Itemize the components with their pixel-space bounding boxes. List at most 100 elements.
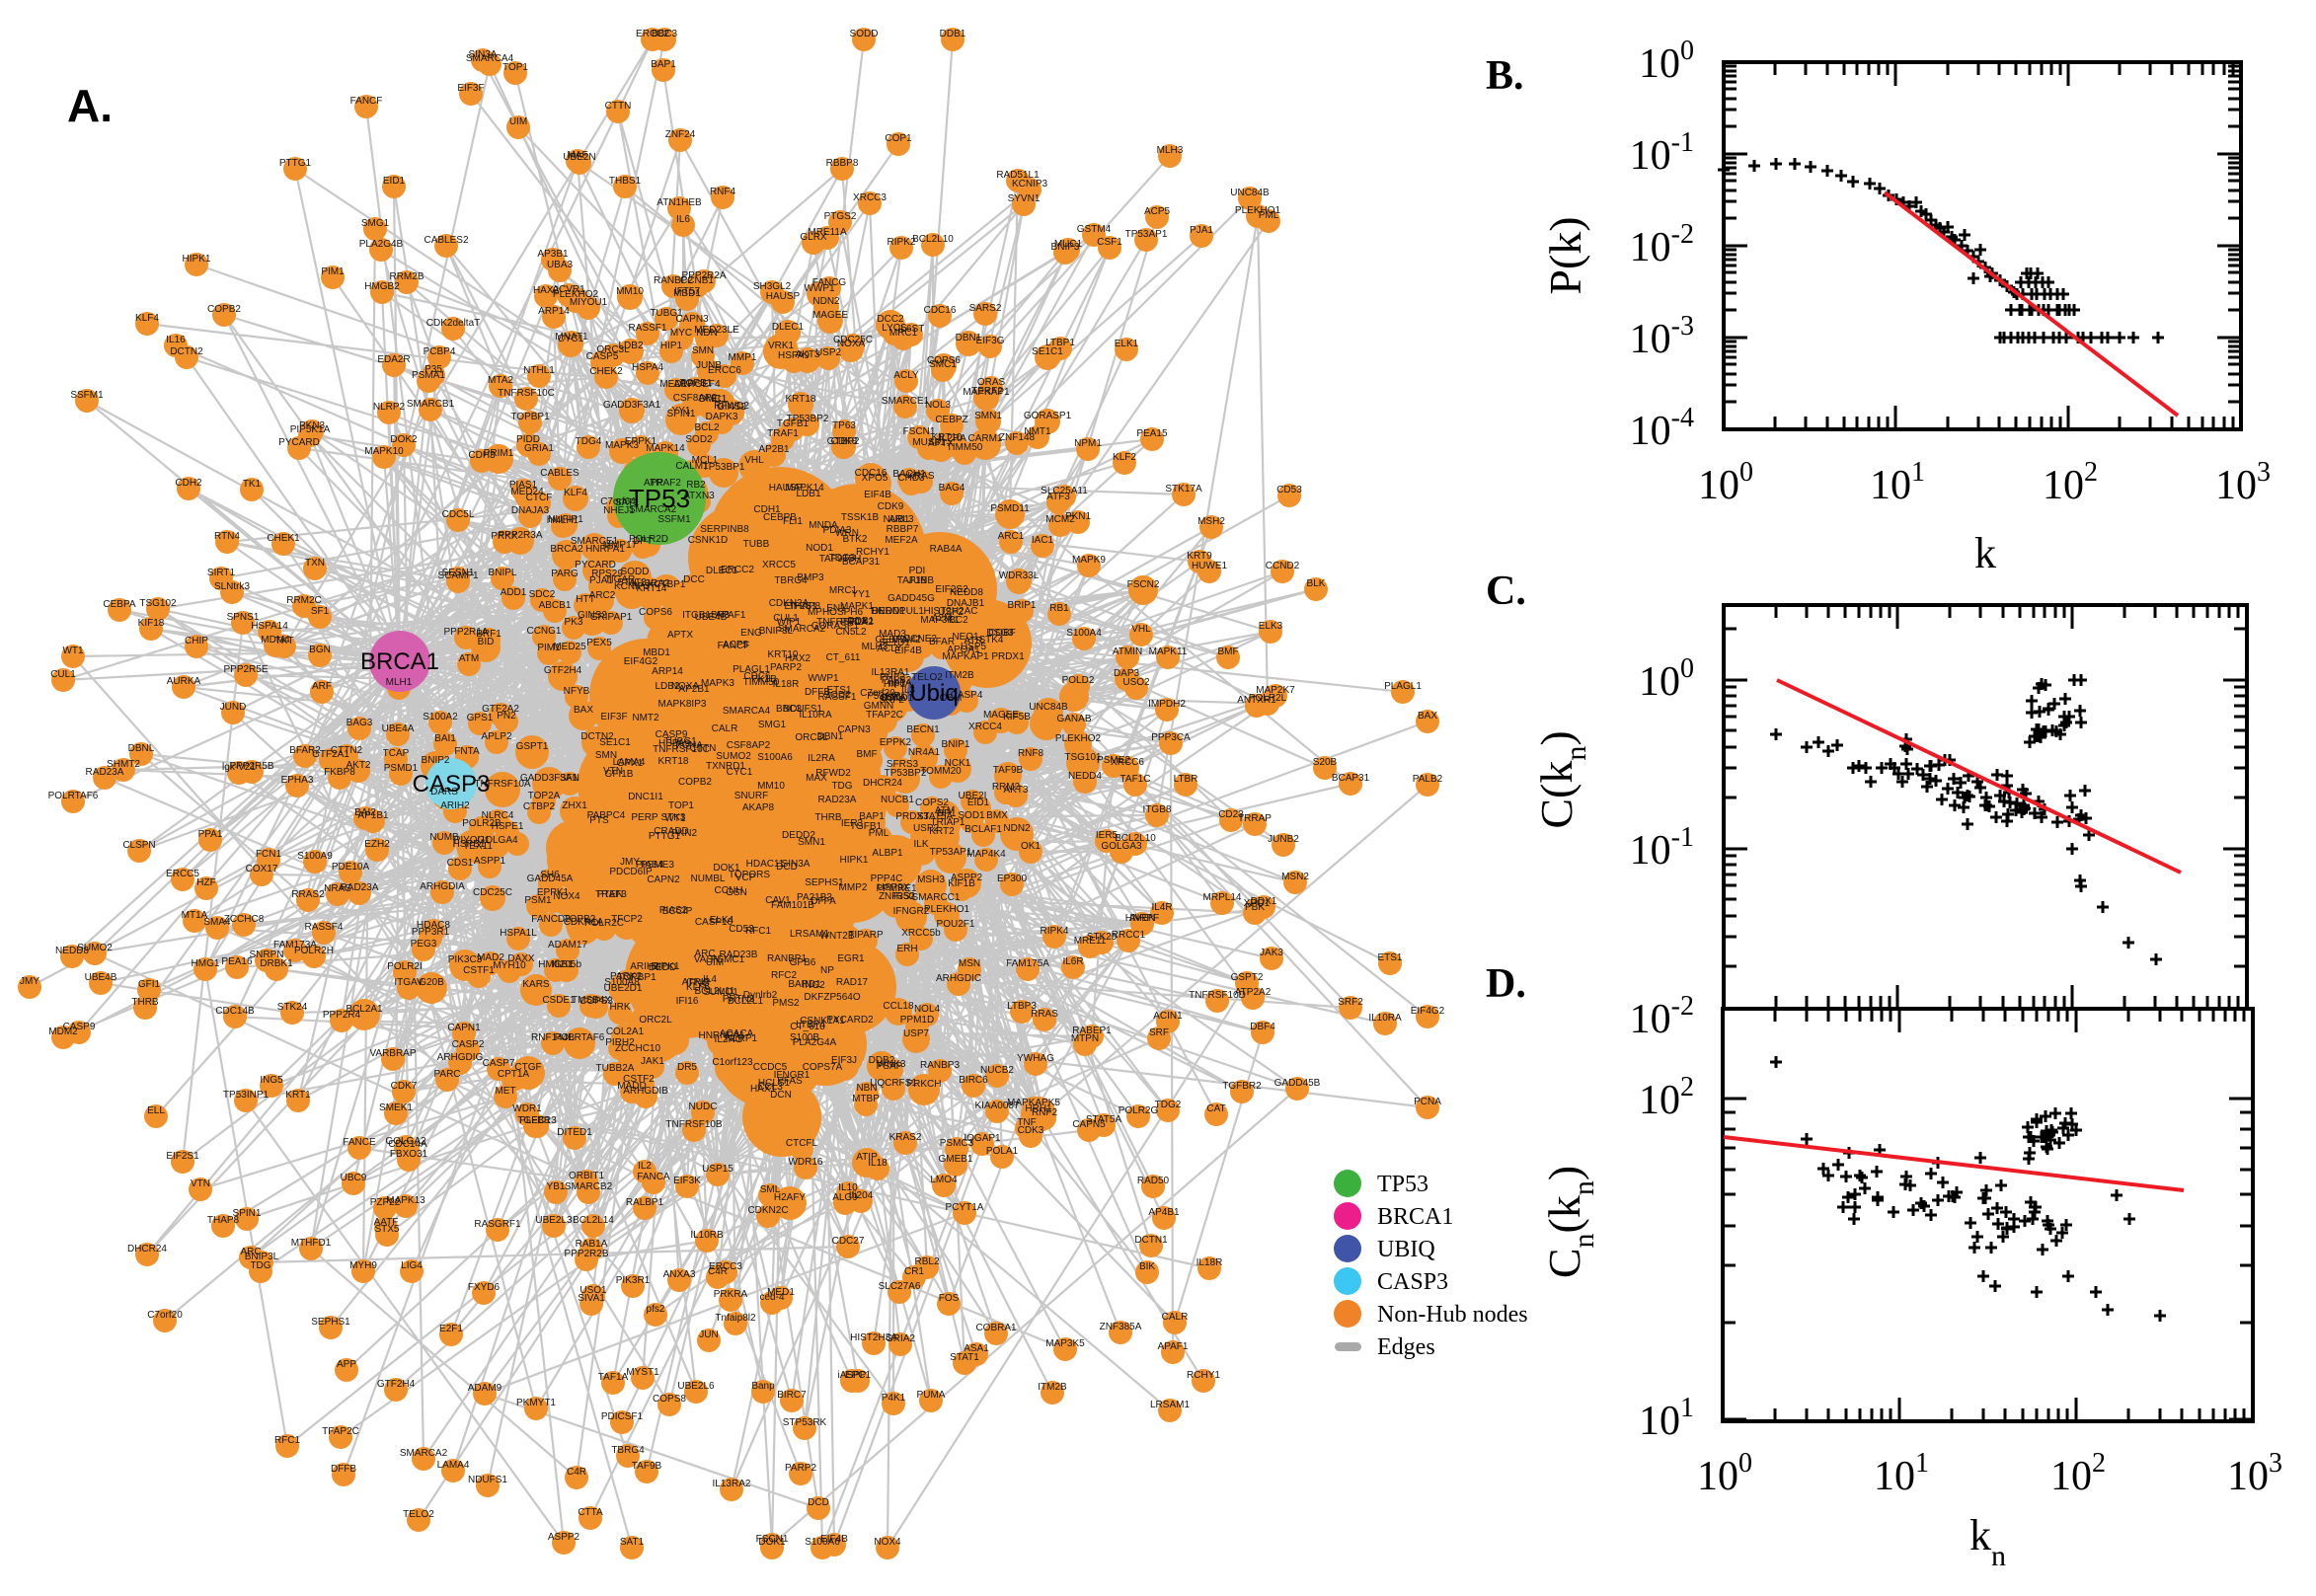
svg-text:SARS2: SARS2: [969, 303, 1002, 314]
svg-text:NDUFS1: NDUFS1: [783, 704, 822, 715]
svg-text:PSME2: PSME2: [1097, 755, 1130, 766]
svg-text:DHCR24: DHCR24: [863, 778, 902, 789]
svg-text:RNF8: RNF8: [1018, 748, 1044, 759]
svg-text:IMPDH2: IMPDH2: [1148, 699, 1186, 710]
svg-text:AP4B1: AP4B1: [1148, 1207, 1180, 1218]
svg-text:RRAS: RRAS: [1031, 1009, 1058, 1020]
svg-text:TP53BP2: TP53BP2: [787, 414, 829, 424]
svg-text:SYVN1: SYVN1: [1008, 193, 1041, 204]
svg-text:MSH3: MSH3: [917, 874, 945, 885]
svg-text:UIM: UIM: [509, 116, 527, 127]
svg-text:NEDD4: NEDD4: [1068, 771, 1102, 782]
svg-text:CCL3: CCL3: [757, 1082, 783, 1093]
svg-text:KIF18: KIF18: [138, 618, 165, 629]
svg-text:HSPA1L: HSPA1L: [500, 928, 537, 939]
svg-text:LRSAM1: LRSAM1: [1150, 1400, 1190, 1410]
svg-text:PHB2: PHB2: [880, 672, 906, 683]
svg-text:ELL: ELL: [147, 1105, 165, 1116]
svg-text:SMARCA2: SMARCA2: [778, 624, 826, 635]
svg-text:UBIQ: UBIQ: [1377, 1237, 1435, 1262]
svg-text:CARM1: CARM1: [967, 433, 1002, 444]
svg-text:FANCF: FANCF: [718, 641, 750, 651]
svg-text:TELO2: TELO2: [403, 1509, 434, 1520]
svg-text:MTA2: MTA2: [488, 375, 513, 386]
svg-text:RASGRF1: RASGRF1: [474, 1219, 521, 1230]
svg-text:ILK: ILK: [913, 839, 928, 850]
svg-text:HMG1: HMG1: [192, 958, 220, 969]
svg-text:CAT: CAT: [1206, 1103, 1225, 1114]
svg-text:PZP22: PZP22: [370, 1197, 401, 1208]
svg-text:SMARCA4: SMARCA4: [723, 706, 771, 717]
svg-text:ARIH2: ARIH2: [440, 800, 470, 811]
svg-text:BCL2L1: BCL2L1: [728, 996, 764, 1007]
svg-text:PPP3R1: PPP3R1: [412, 927, 450, 938]
svg-text:ACIN1: ACIN1: [1153, 1011, 1183, 1022]
svg-text:ORBIT1: ORBIT1: [569, 1171, 605, 1181]
svg-text:CAPN2: CAPN2: [647, 874, 680, 885]
svg-text:FANCF: FANCF: [350, 96, 383, 107]
svg-text:MSN2: MSN2: [1281, 872, 1309, 882]
svg-text:ARC1: ARC1: [998, 531, 1025, 542]
svg-text:PEG3: PEG3: [411, 939, 437, 950]
svg-text:TBRG4: TBRG4: [774, 575, 808, 586]
svg-text:LDB2: LDB2: [655, 681, 679, 692]
svg-text:PPP2R3A: PPP2R3A: [498, 530, 542, 541]
svg-text:BCCIP: BCCIP: [662, 906, 693, 917]
svg-text:TP63: TP63: [832, 420, 856, 431]
svg-text:RIPK4: RIPK4: [1041, 926, 1069, 937]
svg-text:STX5: STX5: [374, 1224, 399, 1235]
svg-text:EIF2S1: EIF2S1: [784, 601, 817, 612]
svg-text:UBE2I: UBE2I: [959, 791, 987, 801]
svg-text:PFAS: PFAS: [777, 1076, 803, 1087]
svg-text:CAPN5: CAPN5: [1072, 1119, 1106, 1130]
svg-text:PKMYT1: PKMYT1: [516, 1398, 556, 1408]
svg-text:PCNA: PCNA: [1414, 1097, 1441, 1107]
svg-text:SODD: SODD: [850, 29, 879, 39]
svg-text:FANCD2: FANCD2: [531, 914, 571, 925]
svg-text:STP53RK: STP53RK: [783, 1417, 827, 1428]
svg-text:KRT18: KRT18: [658, 756, 689, 767]
svg-text:SOD1: SOD1: [958, 810, 985, 821]
svg-text:CHEK2: CHEK2: [589, 366, 623, 377]
svg-text:KRAS: KRAS: [907, 471, 935, 482]
svg-text:CALM1: CALM1: [675, 461, 709, 472]
svg-text:CASP3: CASP3: [1377, 1269, 1448, 1295]
svg-text:FANCE: FANCE: [343, 1137, 376, 1148]
svg-text:MTPN: MTPN: [1071, 1033, 1099, 1044]
svg-text:GORASP1: GORASP1: [1024, 411, 1072, 421]
svg-text:TIMM50: TIMM50: [743, 677, 780, 688]
svg-text:RRAS2: RRAS2: [291, 889, 325, 900]
svg-text:UNC84B: UNC84B: [1230, 188, 1270, 198]
svg-text:C4R: C4R: [567, 1467, 586, 1478]
svg-text:CDC25C: CDC25C: [833, 335, 873, 345]
svg-text:Edges: Edges: [1377, 1334, 1435, 1360]
svg-text:NLRC4: NLRC4: [482, 810, 514, 821]
svg-text:ATN1HEB: ATN1HEB: [656, 197, 702, 208]
svg-text:FAM175A: FAM175A: [1006, 958, 1049, 969]
svg-text:SMEK1: SMEK1: [379, 1102, 413, 1113]
svg-text:PARC: PARC: [433, 1069, 460, 1080]
svg-text:C7orf20: C7orf20: [147, 1310, 183, 1321]
svg-text:RCHY1: RCHY1: [856, 547, 889, 558]
svg-text:CR1: CR1: [904, 1266, 924, 1277]
svg-text:DRBK1: DRBK1: [260, 958, 293, 969]
svg-text:PLA2G4A: PLA2G4A: [793, 1037, 837, 1048]
svg-text:HNRNPUL1: HNRNPUL1: [871, 606, 924, 617]
svg-text:BCAP31: BCAP31: [842, 557, 881, 568]
svg-text:APP: APP: [644, 478, 663, 489]
svg-text:CTTN: CTTN: [690, 743, 717, 754]
svg-text:HIST2H3A: HIST2H3A: [850, 1332, 897, 1343]
svg-text:HMGB2: HMGB2: [364, 281, 400, 292]
svg-text:MSH2: MSH2: [1197, 516, 1225, 527]
svg-text:Banp: Banp: [751, 1381, 775, 1392]
svg-text:NOX4: NOX4: [874, 1537, 901, 1548]
svg-text:DCTN2: DCTN2: [170, 346, 203, 357]
svg-text:MAPK3: MAPK3: [605, 440, 639, 451]
svg-text:TSG101: TSG101: [1064, 752, 1102, 763]
svg-text:DBNL: DBNL: [128, 743, 155, 754]
svg-text:E2F1: E2F1: [439, 1324, 463, 1334]
svg-text:POLR2G: POLR2G: [1119, 1105, 1159, 1116]
svg-text:CT_610: CT_610: [790, 1022, 825, 1032]
svg-text:PCNA: PCNA: [675, 740, 703, 751]
svg-text:FSCN1: FSCN1: [756, 1534, 789, 1545]
